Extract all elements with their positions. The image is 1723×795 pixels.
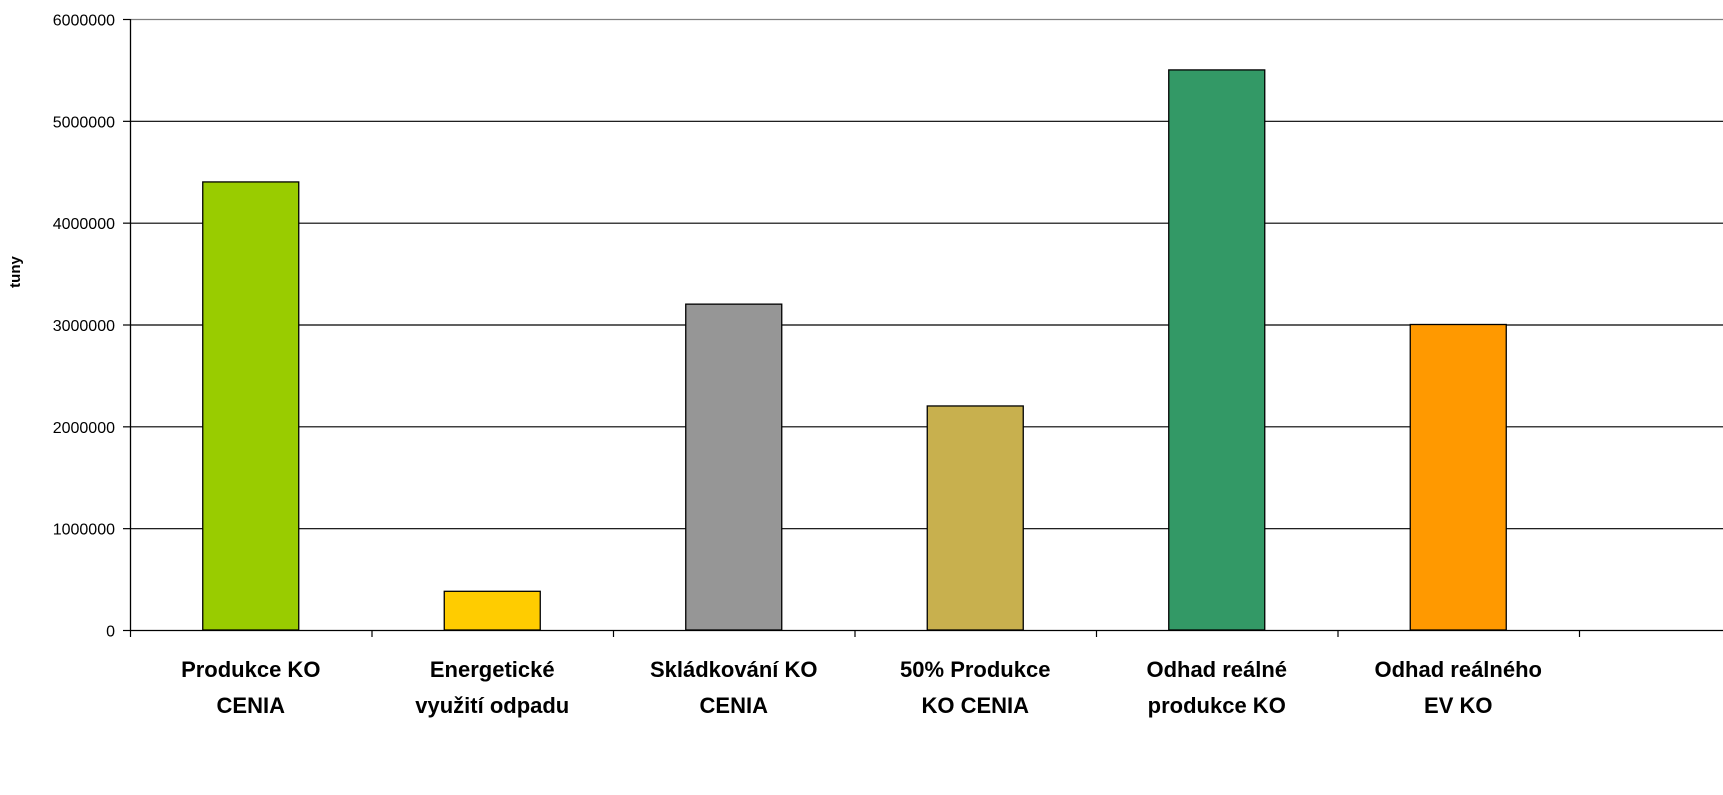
bar [443, 590, 541, 631]
x-tick-label: Produkce KO CENIA [181, 657, 320, 718]
x-tick-label: Odhad reálného EV KO [1375, 657, 1542, 718]
x-tick-label: Energetické využití odpadu [415, 657, 569, 718]
y-tick-label: 1000000 [53, 522, 115, 539]
y-tick-label: 3000000 [53, 318, 115, 335]
bar [1409, 323, 1507, 631]
bar [926, 405, 1024, 631]
y-axis-label: tuny [7, 256, 24, 288]
y-tick-labels: 0 1000000 2000000 3000000 4000000 5000000 6000… [53, 13, 115, 641]
y-tick-label: 5000000 [53, 114, 115, 131]
x-tick-labels: Produkce KO CENIA Energetické využití odpad… [181, 657, 1542, 718]
bar [1168, 69, 1266, 631]
axes [123, 18, 1723, 637]
x-tick-label: Skládkování KO CENIA [650, 657, 818, 718]
y-tick-label: 4000000 [53, 216, 115, 233]
bar [685, 303, 783, 631]
x-tick-label: 50% Produkce KO CENIA [900, 657, 1050, 718]
x-tick-label: Odhad reálné produkce KO [1146, 657, 1287, 718]
y-tick-label: 2000000 [53, 420, 115, 437]
y-tick-label: 0 [106, 624, 115, 641]
y-tick-label: 6000000 [53, 13, 115, 30]
bars [202, 69, 1507, 631]
bar [202, 181, 300, 631]
